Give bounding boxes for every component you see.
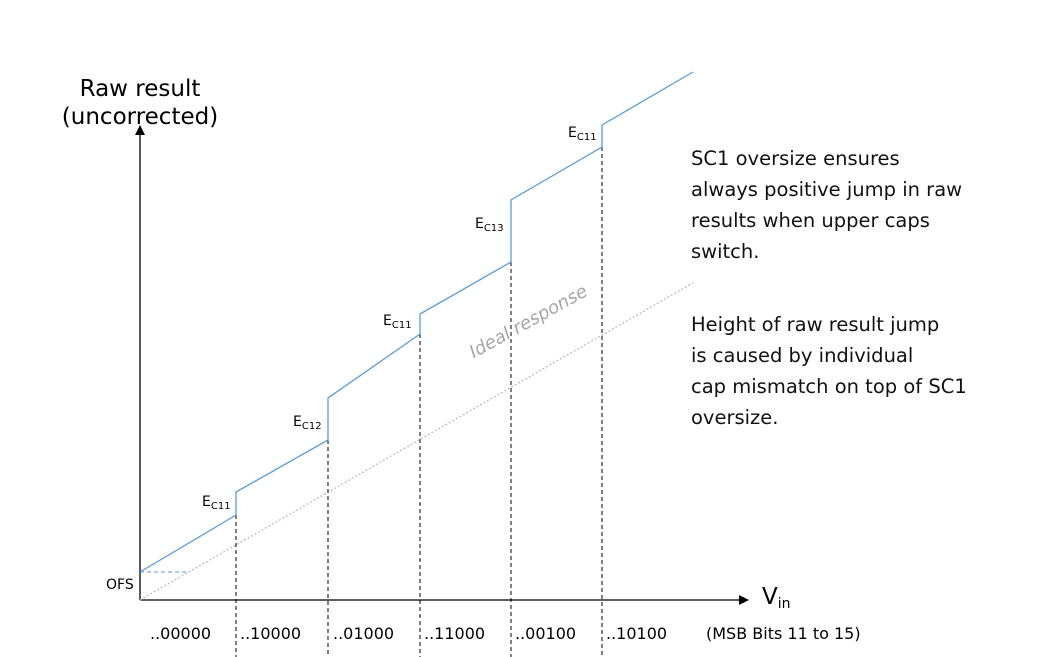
jump-label-main: E	[293, 414, 302, 430]
jump-label: EC11	[383, 313, 412, 331]
note-line: is caused by individual	[691, 344, 914, 367]
x-axis-note: (MSB Bits 11 to 15)	[706, 624, 861, 643]
jump-label: EC12	[293, 414, 322, 432]
note-line: cap mismatch on top of SC1	[691, 375, 967, 398]
x-axis-label: Vin	[762, 584, 791, 612]
note-line: always positive jump in raw	[691, 178, 963, 201]
segment-code: ..01000	[333, 624, 395, 643]
note-line: SC1 oversize ensures	[691, 147, 900, 170]
segment-code: ..10000	[240, 624, 302, 643]
offset-label: OFS	[106, 577, 134, 593]
jump-label-main: E	[383, 313, 392, 329]
jump-label-sub: C13	[483, 223, 504, 234]
note-line: oversize.	[691, 406, 779, 429]
segment-code: ..00100	[515, 624, 577, 643]
note-oversize: SC1 oversize ensures always positive jum…	[691, 143, 962, 267]
segment-code: ..00000	[150, 624, 212, 643]
jump-label: EC13	[475, 216, 504, 234]
jump-label-sub: C11	[576, 132, 597, 143]
note-line: switch.	[691, 240, 760, 263]
x-axis-label-sub: in	[777, 596, 791, 612]
jump-label: EC11	[568, 125, 597, 143]
y-axis-title-line-1: Raw result	[79, 76, 201, 102]
note-line: Height of raw result jump	[691, 313, 940, 336]
segment-code: ..11000	[424, 624, 486, 643]
jump-label-main: E	[568, 125, 577, 141]
segment-code: ..10100	[606, 624, 668, 643]
jump-label: EC11	[202, 494, 231, 512]
ideal-response-line	[139, 282, 694, 601]
jump-label-main: E	[202, 494, 211, 510]
note-height: Height of raw result jump is caused by i…	[691, 309, 967, 433]
jump-label-sub: C12	[301, 421, 322, 432]
raw-response-line	[139, 71, 694, 573]
jump-label-sub: C11	[391, 320, 412, 331]
jump-label-sub: C11	[210, 501, 231, 512]
note-line: results when upper caps	[691, 209, 930, 232]
x-axis-label-main: V	[762, 584, 778, 610]
y-axis-title: Raw result (uncorrected)	[20, 75, 260, 131]
y-axis-title-line-2: (uncorrected)	[61, 104, 219, 130]
jump-label-main: E	[475, 216, 484, 232]
